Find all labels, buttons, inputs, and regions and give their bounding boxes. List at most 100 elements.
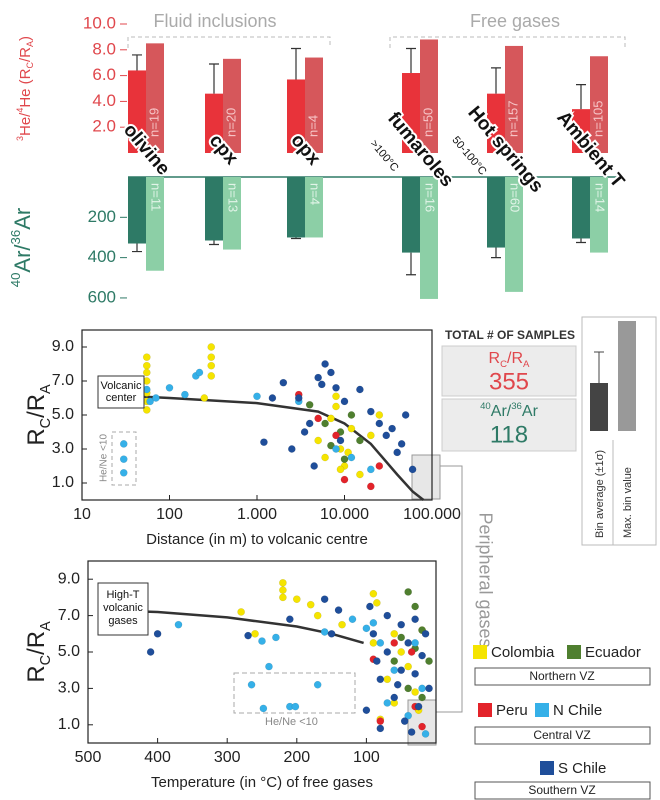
point <box>397 633 406 642</box>
label-part: He/ <box>17 112 34 136</box>
n-label: n=157 <box>505 100 520 137</box>
annotation-box <box>97 375 145 409</box>
point <box>366 482 375 491</box>
point <box>376 724 385 733</box>
x-axis-label: Temperature (in °C) of free gases <box>151 774 373 791</box>
point <box>404 588 413 596</box>
point <box>356 470 364 479</box>
legend-label: Colombia <box>491 644 555 661</box>
label-part: 36 <box>511 401 522 412</box>
x-tick-label: 1.000 <box>237 506 277 523</box>
y-tick-label: 400 <box>88 247 116 266</box>
summary-value: 118 <box>490 421 528 448</box>
point <box>279 378 288 387</box>
bar <box>505 45 523 153</box>
legend-label: S Chile <box>558 760 606 777</box>
point <box>362 624 371 633</box>
point <box>397 620 406 629</box>
point <box>366 407 375 416</box>
point <box>376 639 385 647</box>
y-tick-label: 1.0 <box>52 474 74 491</box>
point <box>207 372 216 380</box>
summary-title: TOTAL # OF SAMPLES <box>445 328 575 342</box>
point <box>258 637 266 645</box>
point <box>366 602 374 611</box>
label-part: C <box>38 418 54 428</box>
point <box>165 383 174 392</box>
point <box>369 639 378 647</box>
y-tick-label: 7.0 <box>52 372 74 389</box>
y-tick-label: 6.0 <box>92 65 116 84</box>
point <box>327 368 335 377</box>
point <box>347 453 356 462</box>
point <box>313 680 322 689</box>
point <box>356 385 364 394</box>
point <box>207 361 216 370</box>
x-tick-label: 10 <box>73 506 91 523</box>
point <box>347 411 356 419</box>
label-part: 40 <box>480 401 491 412</box>
y-tick-label: 7.0 <box>58 607 80 624</box>
point <box>294 394 303 402</box>
point <box>251 629 259 638</box>
point <box>336 465 345 474</box>
fit-curve <box>134 395 425 501</box>
point <box>372 657 381 665</box>
point <box>268 394 277 402</box>
point <box>153 629 162 638</box>
bar <box>487 177 505 248</box>
legend-swatch <box>535 703 549 717</box>
n-label: n=19 <box>146 108 161 137</box>
point <box>181 390 189 399</box>
bar <box>420 177 438 299</box>
x-tick-label: 500 <box>75 749 102 766</box>
annotation: He/Ne <10 <box>99 434 110 483</box>
bar <box>287 177 305 238</box>
group-bracket <box>389 36 626 48</box>
point <box>306 600 315 609</box>
bar <box>128 177 146 244</box>
label-part: Ar/ <box>10 244 35 273</box>
point <box>265 662 273 671</box>
x-tick-label: 400 <box>144 749 171 766</box>
label-part: A <box>25 41 35 47</box>
point <box>142 353 151 362</box>
point <box>401 411 410 419</box>
point <box>300 428 309 436</box>
error-bar <box>291 237 301 240</box>
annotation: gases <box>108 615 138 627</box>
summary-label: 40Ar/36Ar <box>480 401 538 420</box>
label-part: C <box>38 655 54 665</box>
point <box>411 688 419 696</box>
point <box>393 448 402 457</box>
point <box>321 360 329 368</box>
point <box>366 431 375 440</box>
point <box>407 728 416 736</box>
point <box>375 419 384 428</box>
legend-swatch <box>473 645 487 659</box>
point <box>332 445 340 453</box>
bar <box>590 56 608 153</box>
bar <box>487 93 505 153</box>
label-part: /R <box>507 350 523 367</box>
annotation: He/Ne <10 <box>265 716 318 728</box>
point <box>119 455 128 464</box>
label-part: A <box>38 384 54 394</box>
label-part: /R <box>23 394 50 418</box>
error-bar <box>132 54 142 71</box>
point <box>334 606 343 614</box>
legend-group-label: Southern VZ <box>528 783 595 797</box>
label-part: 40 <box>8 273 23 288</box>
y-axis-label: RC/RA <box>23 384 53 446</box>
point <box>237 608 245 616</box>
point <box>340 455 349 464</box>
point <box>376 675 385 684</box>
bar <box>572 177 590 239</box>
peripheral-box <box>411 454 441 500</box>
point <box>397 666 406 675</box>
point <box>317 380 326 389</box>
point <box>207 353 216 362</box>
point <box>347 424 356 433</box>
n-label: n=50 <box>420 108 435 137</box>
